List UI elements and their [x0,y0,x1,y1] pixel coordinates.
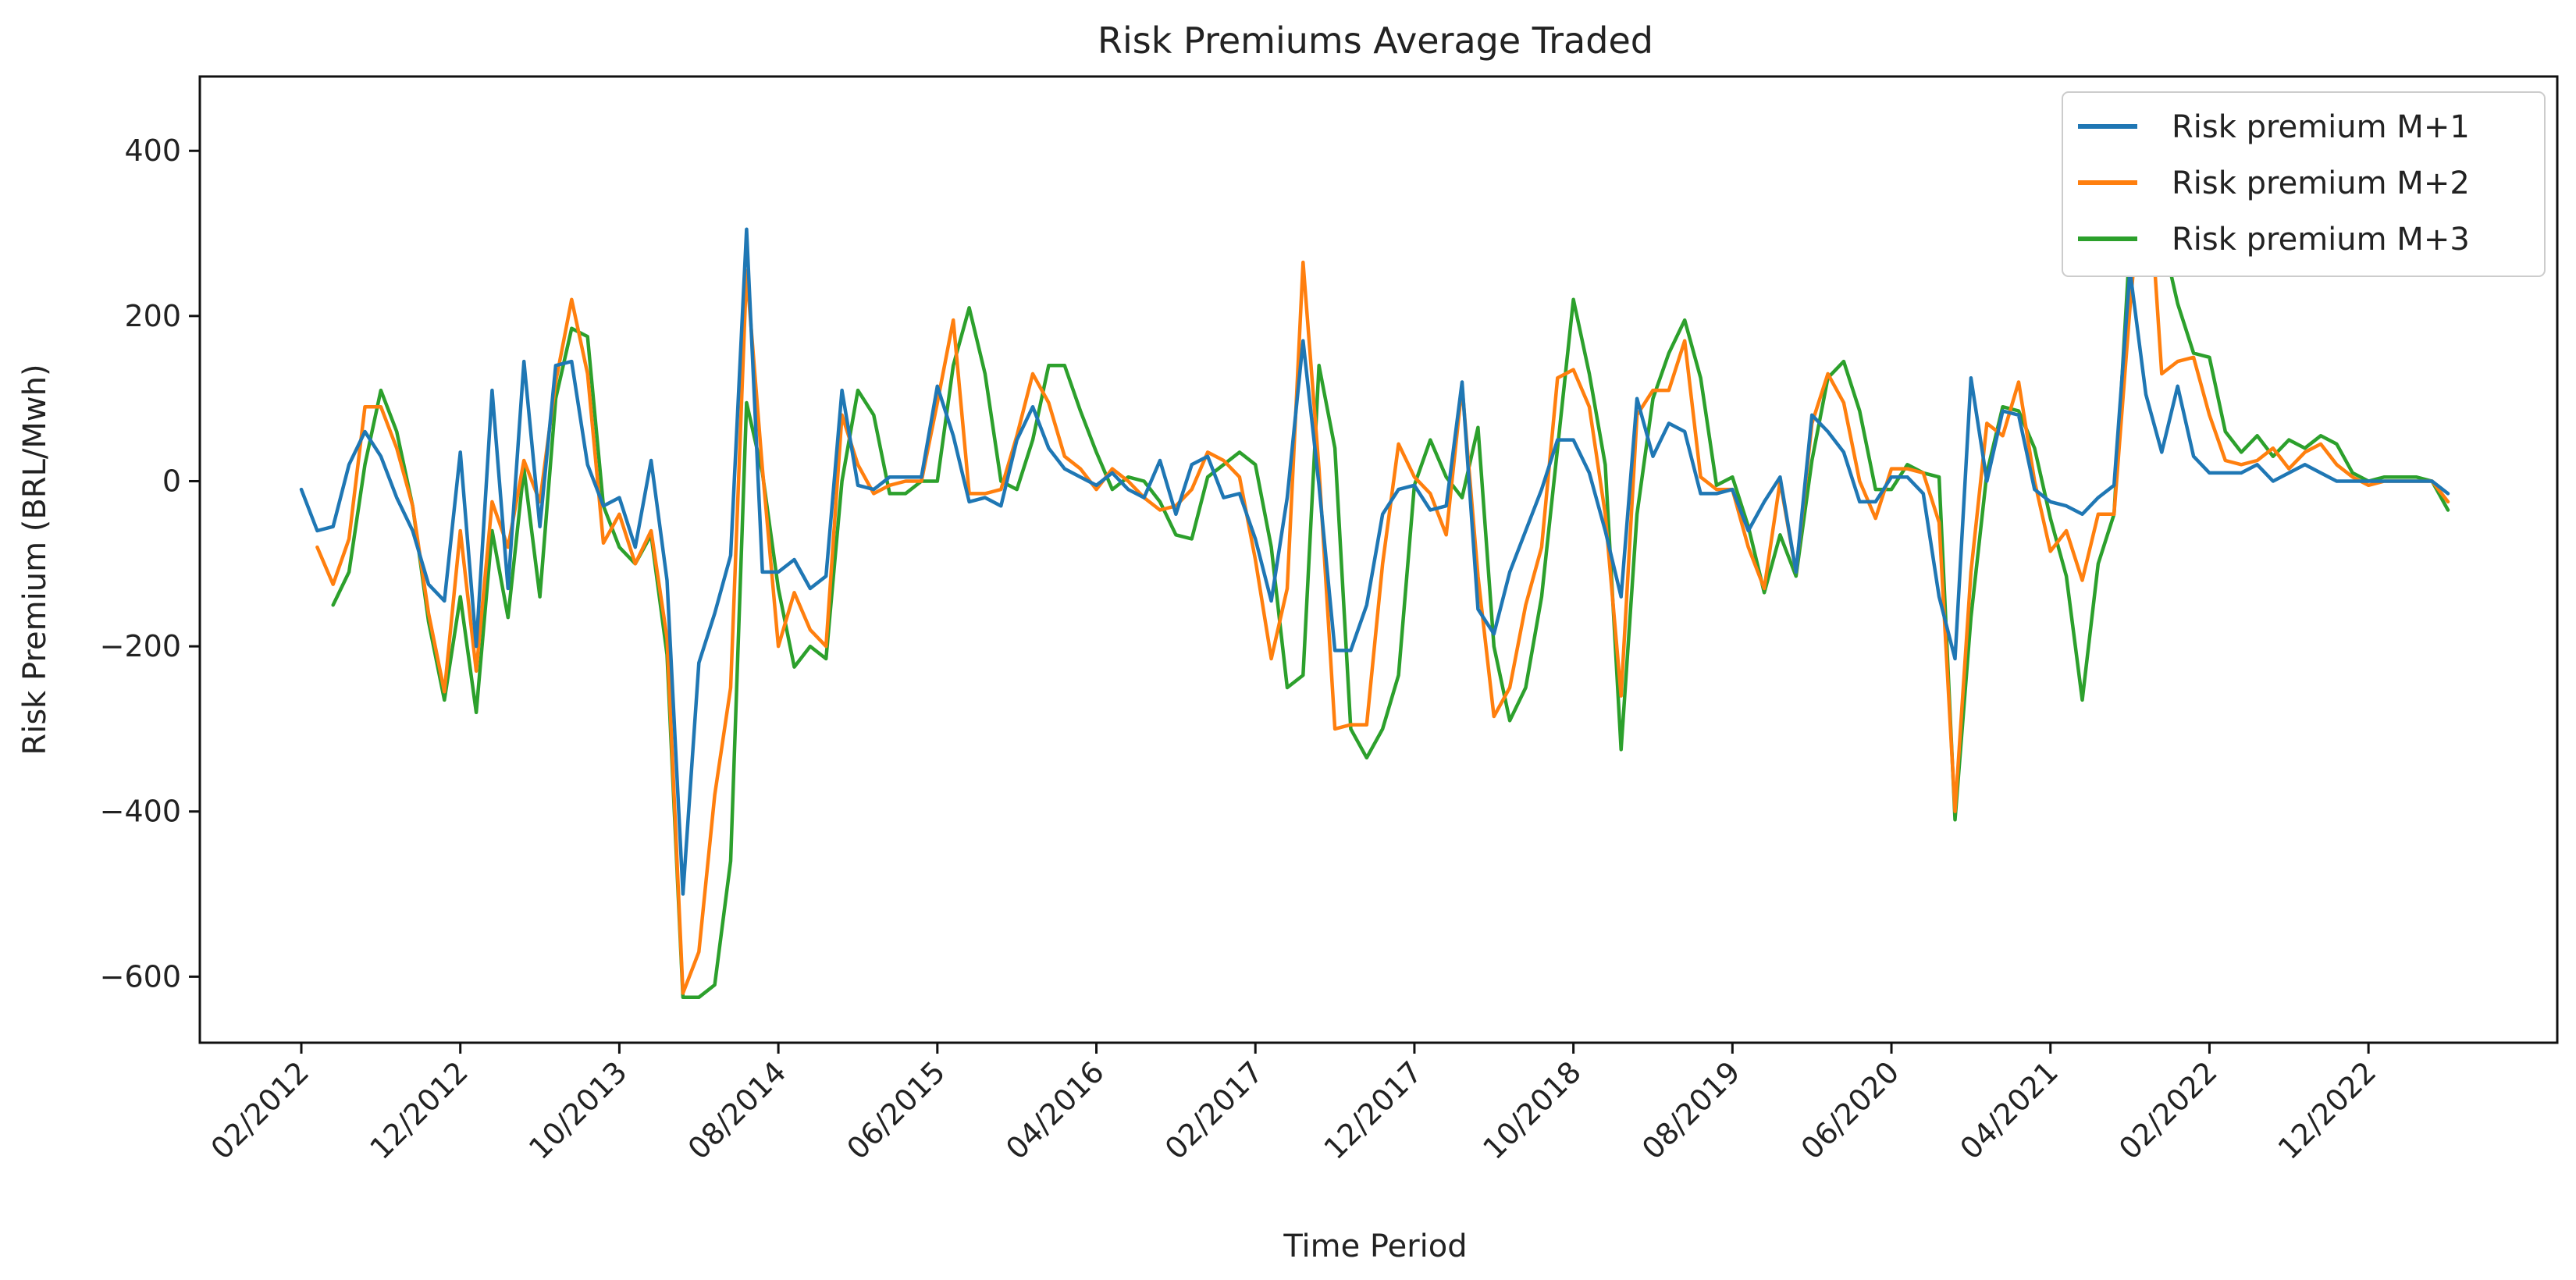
x-tick-label: 06/2020 [1795,1054,1906,1166]
x-axis-label: Time Period [1283,1228,1467,1264]
x-axis-ticks: 02/2012 12/2012 10/2013 08/2014 06/2015 04/20… [205,1043,2383,1166]
x-tick-label: 04/2016 [999,1054,1111,1166]
legend-label-m2: Risk premium M+2 [2172,165,2470,201]
x-tick-label: 08/2019 [1635,1054,1747,1166]
x-tick-label: 10/2013 [522,1054,634,1166]
x-tick-label: 12/2012 [363,1054,475,1166]
y-axis-label: Risk Premium (BRL/Mwh) [17,364,53,755]
x-tick-label: 08/2014 [681,1054,793,1166]
x-tick-label: 02/2012 [205,1054,316,1166]
series-line-m2 [315,132,2450,995]
y-tick-label: 200 [124,299,181,333]
y-tick-label: −400 [100,795,181,829]
series-line-m1 [299,227,2450,896]
legend-box [2062,91,2546,277]
series-line-m3 [331,124,2450,1000]
chart-title: Risk Premiums Average Traded [1098,20,1653,62]
legend: Risk premium M+1 Risk premium M+2 Risk p… [2062,91,2546,277]
y-tick-label: −600 [100,959,181,994]
y-tick-label: −200 [100,629,181,663]
y-tick-label: 400 [124,133,181,168]
y-tick-label: 0 [162,464,181,498]
plot-frame [198,75,2559,1044]
legend-label-m1: Risk premium M+1 [2172,109,2470,145]
x-tick-label: 10/2018 [1476,1054,1588,1166]
x-tick-label: 02/2022 [2112,1054,2224,1166]
x-tick-label: 12/2022 [2272,1054,2383,1166]
legend-label-m3: Risk premium M+3 [2172,222,2470,258]
y-axis-ticks: 400 200 0 −200 −400 −600 [100,133,200,994]
x-tick-label: 04/2021 [1953,1054,2065,1166]
x-tick-label: 12/2017 [1318,1054,1429,1166]
series-group [299,124,2450,1000]
x-tick-label: 06/2015 [840,1054,952,1166]
x-tick-label: 02/2017 [1158,1054,1270,1166]
